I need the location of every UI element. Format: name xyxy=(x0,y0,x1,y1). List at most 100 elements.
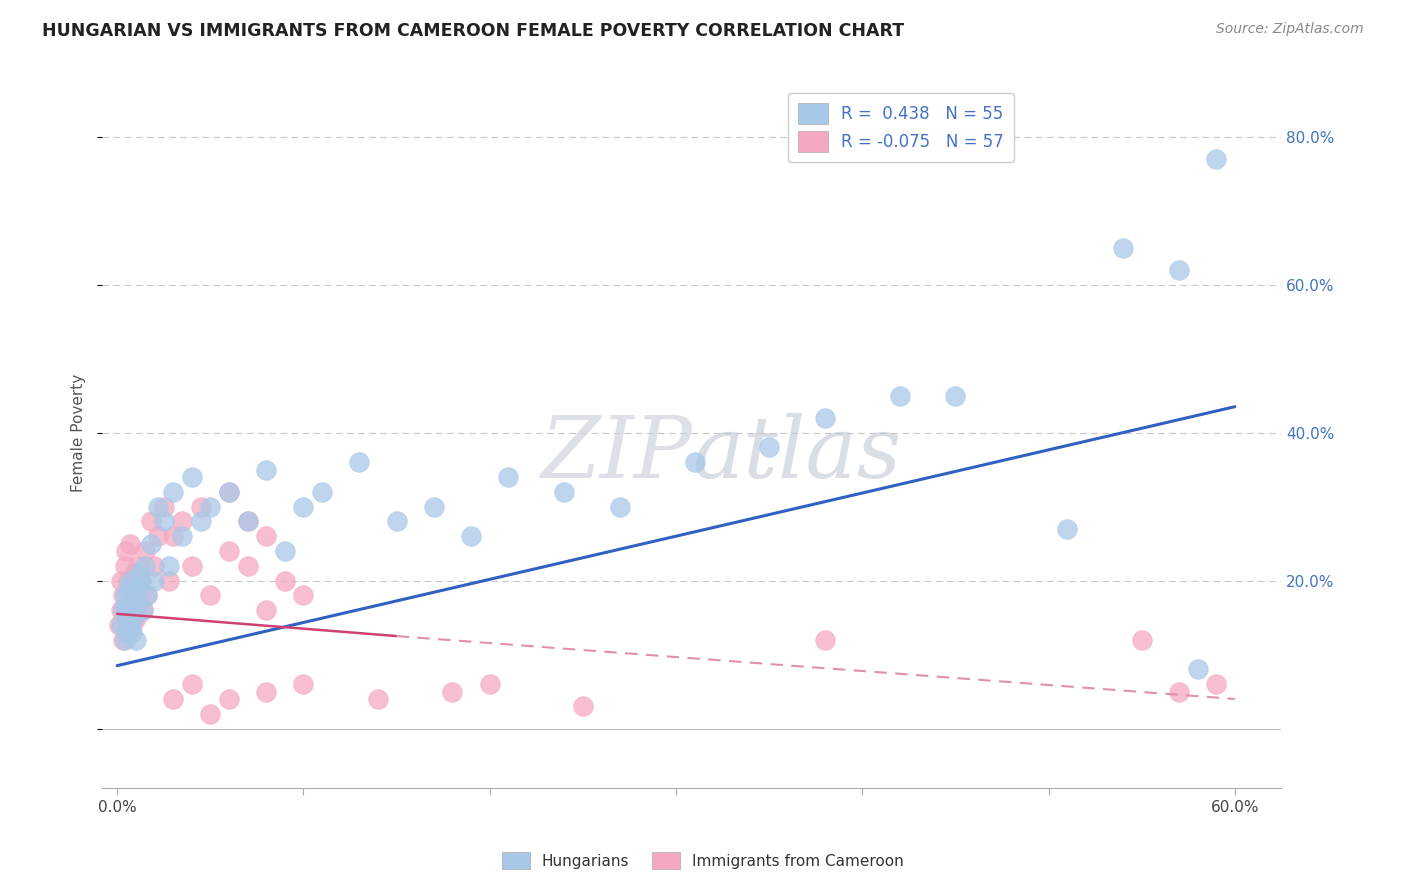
Point xyxy=(125,596,148,610)
Point xyxy=(200,500,222,514)
Point xyxy=(131,574,153,588)
Point xyxy=(1168,262,1191,277)
Point xyxy=(114,588,136,602)
Point xyxy=(111,588,134,602)
Text: ZIP: ZIP xyxy=(540,413,692,495)
Point xyxy=(157,574,180,588)
Point xyxy=(110,574,132,588)
Point xyxy=(110,603,132,617)
Point xyxy=(814,410,837,425)
Point xyxy=(1168,684,1191,698)
Point xyxy=(190,515,212,529)
Point xyxy=(218,484,240,499)
Point xyxy=(236,558,259,573)
Point xyxy=(683,455,706,469)
Point xyxy=(441,684,464,698)
Point xyxy=(180,558,202,573)
Point xyxy=(254,684,277,698)
Point xyxy=(236,515,259,529)
Point xyxy=(127,558,149,573)
Point xyxy=(143,558,166,573)
Point xyxy=(122,603,145,617)
Point xyxy=(115,596,138,610)
Point xyxy=(114,632,136,647)
Point xyxy=(125,588,148,602)
Legend: Hungarians, Immigrants from Cameroon: Hungarians, Immigrants from Cameroon xyxy=(496,846,910,875)
Point xyxy=(114,558,136,573)
Point xyxy=(200,588,222,602)
Point xyxy=(1056,522,1078,536)
Point xyxy=(180,677,202,691)
Point xyxy=(120,596,142,610)
Point xyxy=(127,581,149,595)
Point xyxy=(1112,241,1135,255)
Point xyxy=(311,484,333,499)
Point xyxy=(111,632,134,647)
Point xyxy=(131,574,153,588)
Point xyxy=(115,625,138,640)
Point xyxy=(120,536,142,550)
Point xyxy=(460,529,482,543)
Point xyxy=(236,515,259,529)
Point xyxy=(292,588,315,602)
Point xyxy=(121,625,143,640)
Point xyxy=(218,692,240,706)
Point xyxy=(146,529,169,543)
Point xyxy=(609,500,631,514)
Y-axis label: Female Poverty: Female Poverty xyxy=(72,374,86,491)
Point xyxy=(117,574,139,588)
Point xyxy=(121,603,143,617)
Point xyxy=(115,544,138,558)
Point xyxy=(172,529,194,543)
Point xyxy=(139,515,162,529)
Point xyxy=(349,455,371,469)
Point xyxy=(125,632,148,647)
Point xyxy=(180,470,202,484)
Point xyxy=(117,610,139,624)
Point xyxy=(152,515,174,529)
Point xyxy=(120,618,142,632)
Point xyxy=(758,441,780,455)
Text: Source: ZipAtlas.com: Source: ZipAtlas.com xyxy=(1216,22,1364,37)
Point xyxy=(121,618,143,632)
Point xyxy=(110,618,132,632)
Point xyxy=(274,574,297,588)
Point xyxy=(117,581,139,595)
Point xyxy=(132,603,155,617)
Point xyxy=(117,625,139,640)
Point xyxy=(553,484,575,499)
Point xyxy=(292,677,315,691)
Point xyxy=(135,588,157,602)
Legend: R =  0.438   N = 55, R = -0.075   N = 57: R = 0.438 N = 55, R = -0.075 N = 57 xyxy=(787,93,1014,162)
Point xyxy=(814,632,837,647)
Point xyxy=(572,699,595,714)
Point xyxy=(120,574,142,588)
Point xyxy=(254,603,277,617)
Point xyxy=(111,603,134,617)
Point xyxy=(125,610,148,624)
Point xyxy=(115,603,138,617)
Point xyxy=(122,566,145,581)
Point xyxy=(134,558,156,573)
Point xyxy=(274,544,297,558)
Point xyxy=(1130,632,1153,647)
Point xyxy=(128,566,150,581)
Point xyxy=(134,544,156,558)
Point xyxy=(190,500,212,514)
Point xyxy=(128,596,150,610)
Point xyxy=(385,515,408,529)
Point xyxy=(1205,677,1227,691)
Point xyxy=(139,536,162,550)
Point xyxy=(152,500,174,514)
Point xyxy=(162,692,184,706)
Text: HUNGARIAN VS IMMIGRANTS FROM CAMEROON FEMALE POVERTY CORRELATION CHART: HUNGARIAN VS IMMIGRANTS FROM CAMEROON FE… xyxy=(42,22,904,40)
Point xyxy=(121,581,143,595)
Point xyxy=(945,388,967,402)
Point xyxy=(172,515,194,529)
Point xyxy=(162,484,184,499)
Point xyxy=(162,529,184,543)
Point xyxy=(146,500,169,514)
Point xyxy=(143,574,166,588)
Point xyxy=(254,529,277,543)
Point xyxy=(122,588,145,602)
